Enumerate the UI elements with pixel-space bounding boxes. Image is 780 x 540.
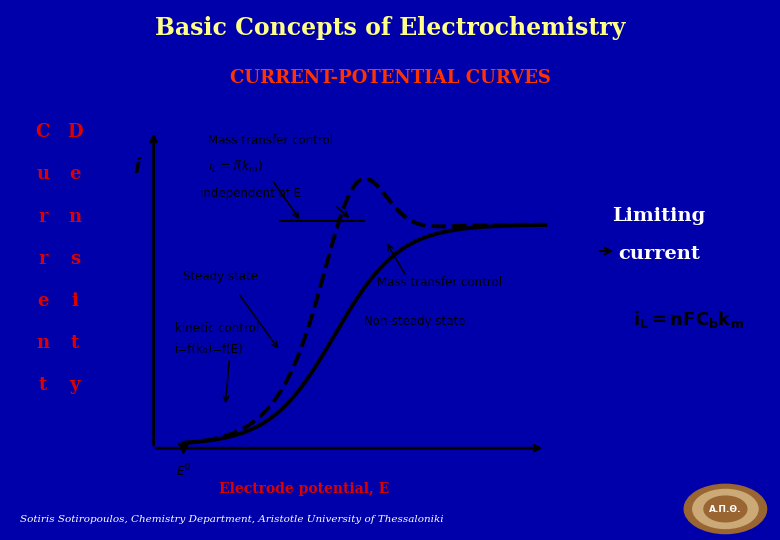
Text: Basic Concepts of Electrochemistry: Basic Concepts of Electrochemistry <box>154 16 626 40</box>
Text: t: t <box>39 376 47 394</box>
Text: n: n <box>37 334 49 352</box>
Text: r: r <box>38 207 48 226</box>
Text: Non-steady state: Non-steady state <box>364 315 466 328</box>
Text: i: i <box>133 157 140 177</box>
Text: n: n <box>69 207 81 226</box>
Text: t: t <box>71 334 79 352</box>
Text: Mass transfer control: Mass transfer control <box>208 133 334 147</box>
Text: current: current <box>619 245 700 263</box>
Text: Α.Π.Θ.: Α.Π.Θ. <box>709 505 742 515</box>
Text: u: u <box>37 165 49 184</box>
Text: e: e <box>37 292 48 310</box>
Text: Sotiris Sotiropoulos, Chemistry Department, Aristotle University of Thessaloniki: Sotiris Sotiropoulos, Chemistry Departme… <box>20 515 443 524</box>
Text: $\mathbf{i_L = nFC_bk_m}$: $\mathbf{i_L = nFC_bk_m}$ <box>633 309 744 330</box>
Text: r: r <box>38 249 48 268</box>
Text: Mass transfer control: Mass transfer control <box>377 276 502 289</box>
Text: D: D <box>67 123 83 141</box>
Circle shape <box>704 496 746 522</box>
Text: i=f(k₀)=f(E): i=f(k₀)=f(E) <box>175 342 243 356</box>
Text: i: i <box>72 292 78 310</box>
Text: s: s <box>70 249 80 268</box>
Text: e: e <box>69 165 80 184</box>
Circle shape <box>684 484 767 534</box>
Text: y: y <box>69 376 80 394</box>
Text: kinetic control: kinetic control <box>175 321 259 335</box>
Text: C: C <box>36 123 50 141</box>
Text: Limiting: Limiting <box>612 207 706 225</box>
Text: independent of E: independent of E <box>200 187 301 200</box>
Text: Electrode potential, E: Electrode potential, E <box>219 482 389 496</box>
Text: CURRENT-POTENTIAL CURVES: CURRENT-POTENTIAL CURVES <box>229 69 551 87</box>
Circle shape <box>693 489 758 529</box>
Text: $i_L=f(k_m)$: $i_L=f(k_m)$ <box>208 159 264 176</box>
Text: Steady state: Steady state <box>183 269 258 283</box>
Text: $E^0$: $E^0$ <box>176 463 190 480</box>
